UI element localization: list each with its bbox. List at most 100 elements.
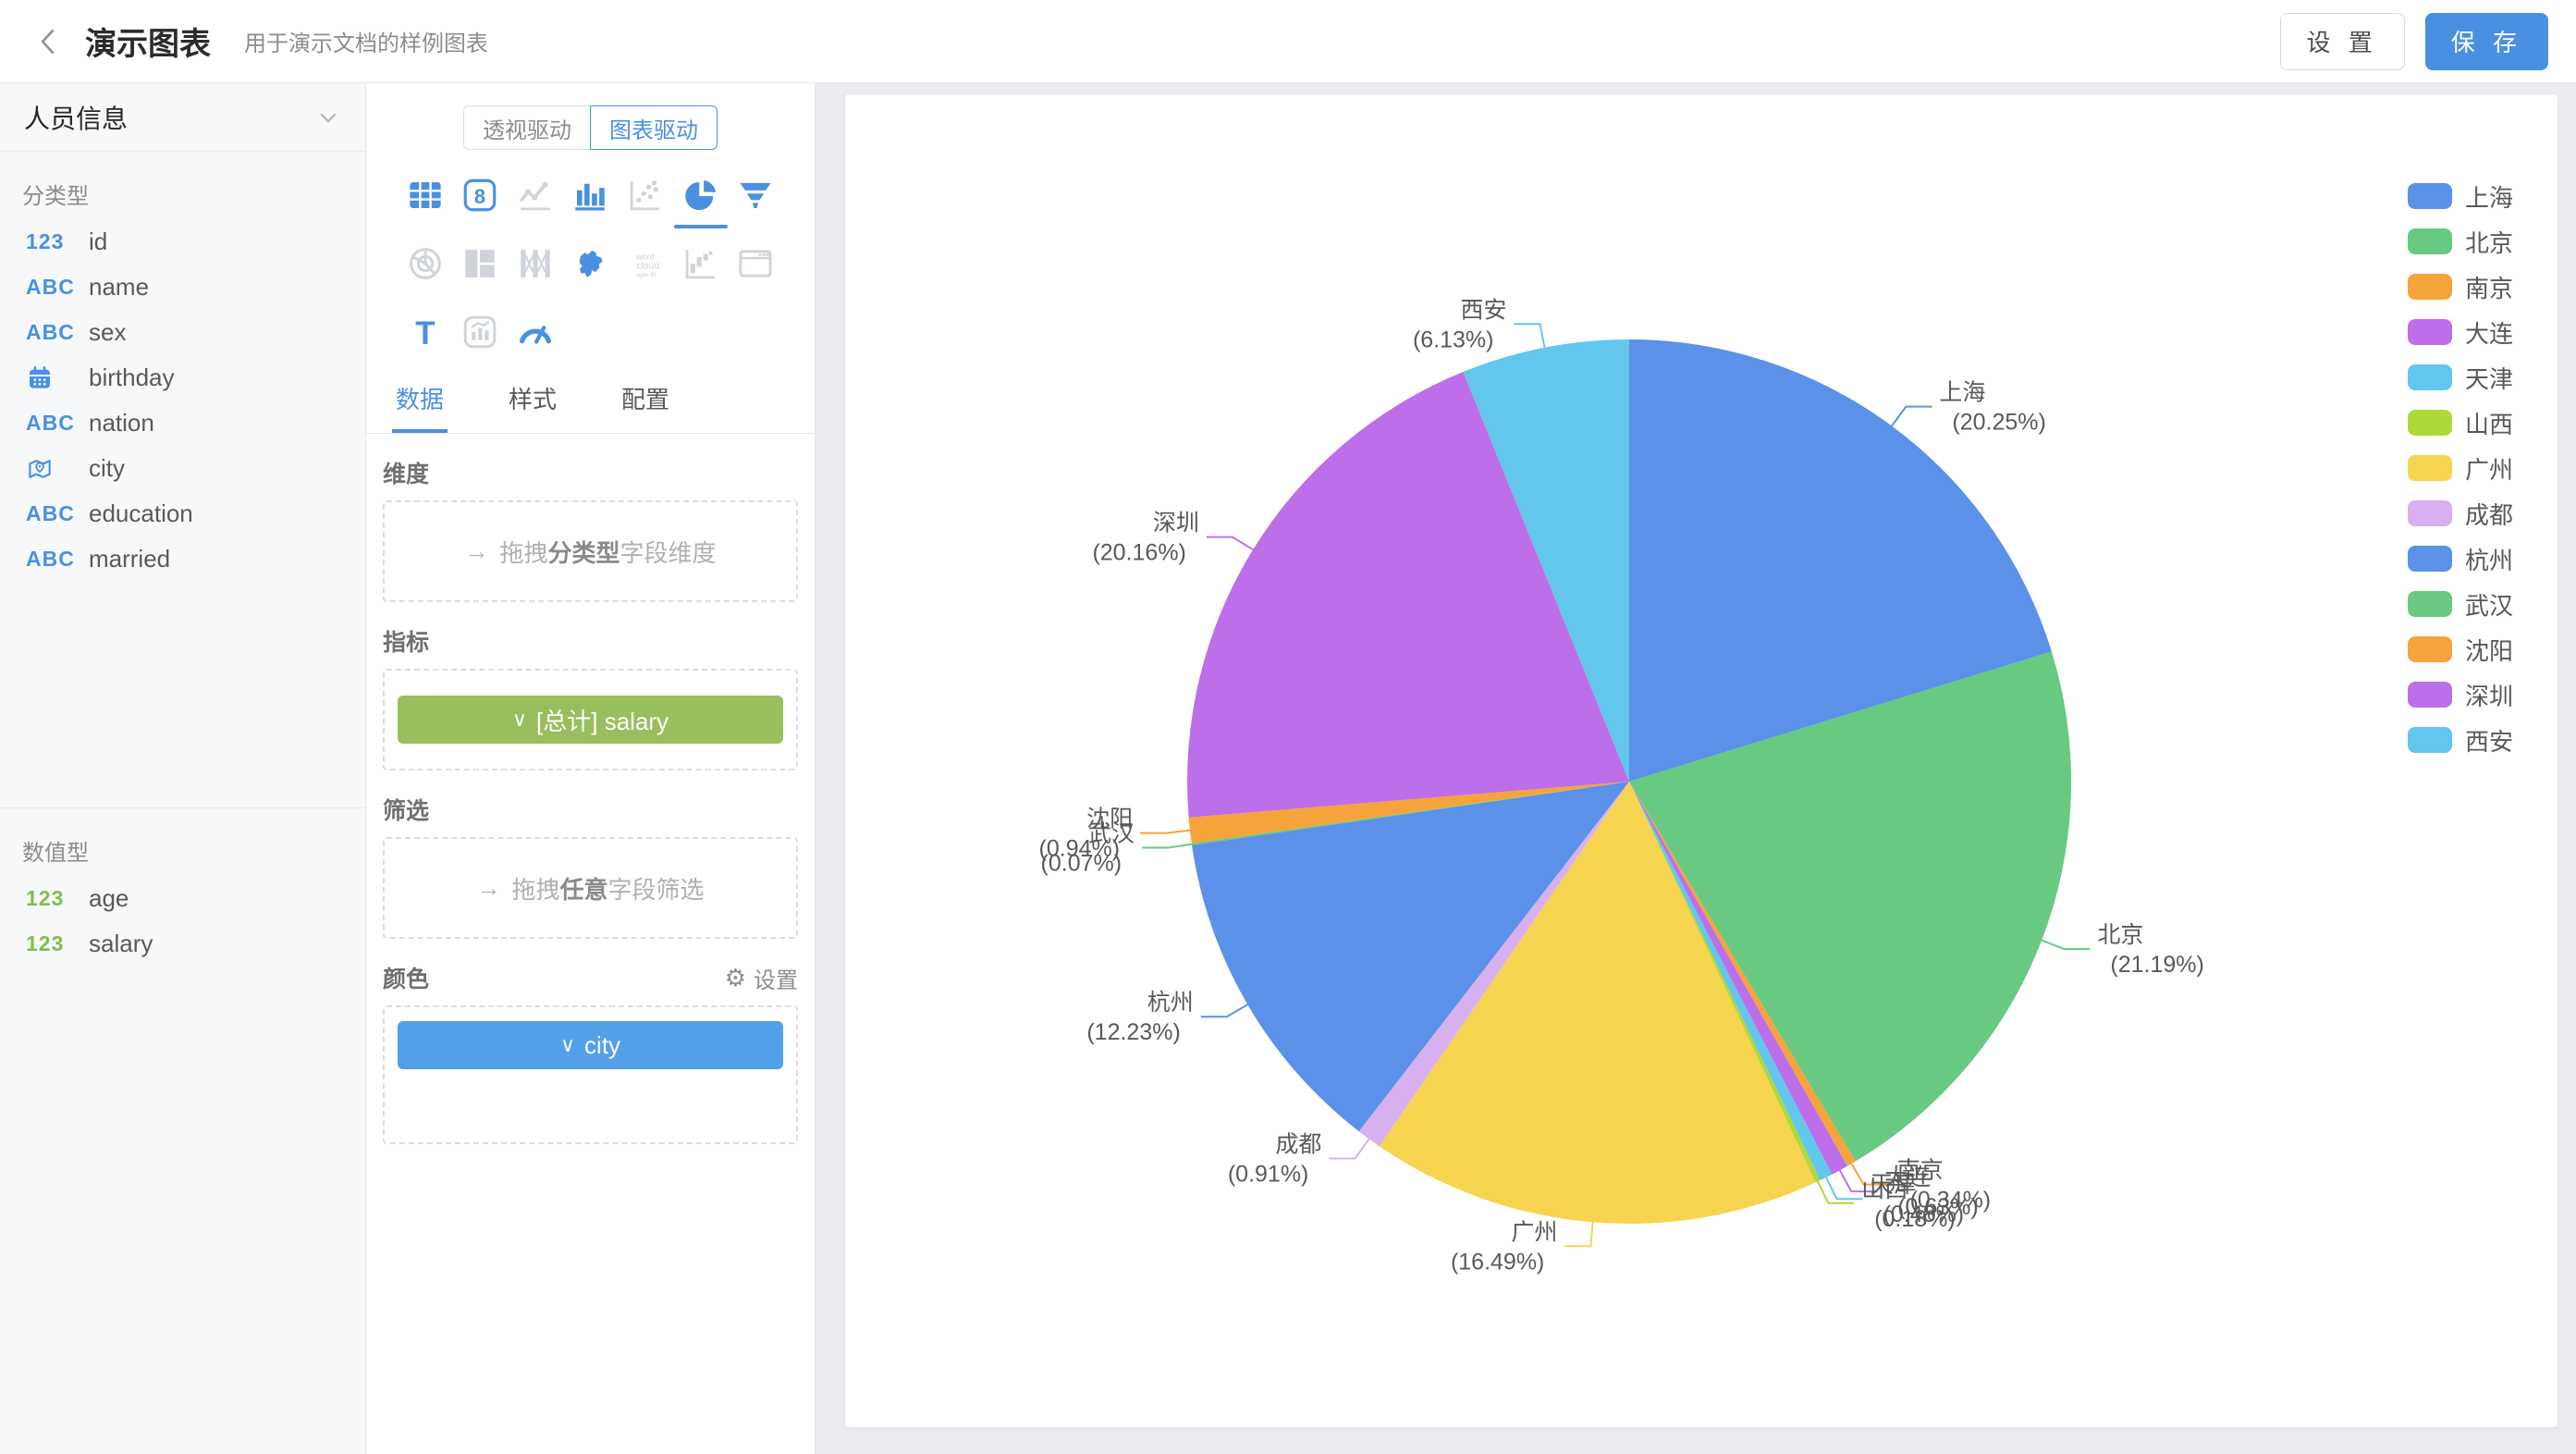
legend-label: 深圳 xyxy=(2465,682,2514,710)
pie-slice-5[interactable] xyxy=(1629,782,1821,1183)
legend-item[interactable]: 沈阳 xyxy=(2408,636,2513,665)
field-nation[interactable]: ABC nation xyxy=(0,400,365,446)
pie-label-percent: (0.48%) xyxy=(1883,1201,1965,1227)
field-education[interactable]: ABC education xyxy=(0,491,365,536)
iframe-chart-icon[interactable] xyxy=(734,242,777,285)
field-label: id xyxy=(89,228,108,255)
pie-slice-4[interactable] xyxy=(1629,782,1833,1181)
legend-swatch xyxy=(2408,727,2452,753)
pie-label-name: 沈阳 xyxy=(1086,807,1133,832)
mode-toggle: 透视驱动 图表驱动 xyxy=(366,83,815,150)
pie-slice-8[interactable] xyxy=(1192,782,1629,1132)
dataset-name: 人员信息 xyxy=(24,104,129,133)
pie-label-name: 大连 xyxy=(1884,1164,1931,1190)
pie-slice-6[interactable] xyxy=(1379,782,1816,1224)
text-type-icon: ABC xyxy=(26,547,75,571)
pie-label-name: 山西 xyxy=(1861,1177,1907,1202)
tab-config[interactable]: 配置 xyxy=(621,386,670,413)
legend-item[interactable]: 武汉 xyxy=(2408,591,2513,620)
field-married[interactable]: ABC married xyxy=(0,536,365,582)
pie-label-percent: (0.91%) xyxy=(1228,1162,1309,1188)
field-label: salary xyxy=(89,930,153,957)
field-birthday[interactable]: birthday xyxy=(0,355,365,400)
field-age[interactable]: 123 age xyxy=(0,876,365,921)
legend-item[interactable]: 成都 xyxy=(2408,500,2513,529)
pie-label-name: 南京 xyxy=(1897,1158,1944,1184)
filter-dropzone[interactable]: → 拖拽任意字段筛选 xyxy=(383,837,798,939)
pie-slice-0[interactable] xyxy=(1629,339,2052,782)
color-label: 颜色 xyxy=(383,967,430,992)
save-button[interactable]: 保 存 xyxy=(2424,12,2548,70)
color-pill-city[interactable]: ∨ city xyxy=(398,1021,783,1069)
pie-slice-12[interactable] xyxy=(1463,339,1629,782)
svg-text:8: 8 xyxy=(474,185,485,208)
gauge-chart-icon[interactable] xyxy=(514,311,557,353)
section-label-numeric: 数值型 xyxy=(22,841,89,866)
settings-button[interactable]: 设 置 xyxy=(2279,12,2405,70)
legend-label: 北京 xyxy=(2465,228,2514,257)
legend-item[interactable]: 深圳 xyxy=(2408,682,2513,710)
pie-slice-3[interactable] xyxy=(1629,782,1847,1175)
pie-label-percent: (20.16%) xyxy=(1092,540,1185,566)
funnel-chart-icon[interactable] xyxy=(734,174,777,216)
legend-label: 山西 xyxy=(2465,410,2514,438)
mode-pivot-driven[interactable]: 透视驱动 xyxy=(463,105,590,150)
field-label: married xyxy=(89,545,171,573)
table-chart-icon[interactable] xyxy=(404,174,447,216)
bar-range-chart-icon[interactable] xyxy=(680,242,722,285)
field-name[interactable]: ABC name xyxy=(0,265,365,310)
legend-item[interactable]: 山西 xyxy=(2408,410,2513,438)
line-chart-icon[interactable] xyxy=(514,174,557,216)
legend-item[interactable]: 天津 xyxy=(2408,364,2513,393)
measure-pill-salary[interactable]: ∨ [总计] salary xyxy=(398,696,783,744)
dataset-sidebar: 人员信息 分类型 123 id ABC name ABC sex birthday ABC na… xyxy=(0,83,366,1454)
pie-label-percent: (12.23%) xyxy=(1086,1019,1180,1045)
legend-label: 广州 xyxy=(2465,455,2514,484)
legend-item[interactable]: 大连 xyxy=(2408,319,2513,348)
back-button[interactable] xyxy=(28,21,68,62)
pie-slice-9[interactable] xyxy=(1191,782,1629,845)
drag-arrow-icon: → xyxy=(476,873,501,902)
legend-swatch xyxy=(2408,410,2452,436)
radar-chart-icon[interactable] xyxy=(404,242,447,285)
china-map-chart-icon[interactable] xyxy=(569,242,611,285)
scatter-chart-icon[interactable] xyxy=(624,174,667,216)
pie-slice-10[interactable] xyxy=(1188,782,1629,844)
legend-item[interactable]: 西安 xyxy=(2408,727,2513,756)
word-cloud-chart-icon[interactable]: word cloud agile BI xyxy=(624,242,667,285)
legend-item[interactable]: 上海 xyxy=(2408,183,2513,212)
color-dropzone[interactable]: ∨ city xyxy=(383,1005,798,1144)
pie-label-percent: (0.07%) xyxy=(1041,851,1122,877)
indicator-chart-icon[interactable]: 8 xyxy=(459,174,501,216)
treemap-chart-icon[interactable] xyxy=(459,242,501,285)
pie-chart-icon[interactable] xyxy=(680,174,722,216)
text-chart-icon[interactable]: T xyxy=(404,311,447,353)
legend-item[interactable]: 杭州 xyxy=(2408,546,2513,574)
chart-mix-chart-icon[interactable] xyxy=(459,311,501,353)
pie-slice-2[interactable] xyxy=(1629,782,1856,1166)
chart-config-panel: 透视驱动 图表驱动 8 word cloud agile BI T 数据 样式 配置 维… xyxy=(366,83,816,1454)
field-sex[interactable]: ABC sex xyxy=(0,310,365,355)
color-settings-link[interactable]: ⚙ 设置 xyxy=(725,962,798,994)
measure-dropzone[interactable]: ∨ [总计] salary xyxy=(383,669,798,770)
dataset-selector[interactable]: 人员信息 xyxy=(0,83,365,152)
fence-chart-icon[interactable] xyxy=(514,242,557,285)
filter-placeholder: 拖拽任意字段筛选 xyxy=(511,875,705,904)
bar-chart-icon[interactable] xyxy=(569,174,611,216)
pie-slice-1[interactable] xyxy=(1629,651,2072,1162)
legend-item[interactable]: 广州 xyxy=(2408,455,2513,484)
field-city[interactable]: city xyxy=(0,446,365,491)
legend-label: 沈阳 xyxy=(2465,636,2514,665)
field-id[interactable]: 123 id xyxy=(0,219,365,265)
field-salary[interactable]: 123 salary xyxy=(0,921,365,967)
mode-chart-driven[interactable]: 图表驱动 xyxy=(590,105,718,150)
tab-style[interactable]: 样式 xyxy=(509,386,558,413)
pie-slice-7[interactable] xyxy=(1358,782,1629,1147)
legend-item[interactable]: 北京 xyxy=(2408,228,2513,257)
legend-item[interactable]: 南京 xyxy=(2408,274,2513,302)
pie-label-percent: (0.94%) xyxy=(1039,836,1121,862)
tab-data[interactable]: 数据 xyxy=(392,381,448,433)
pie-slice-11[interactable] xyxy=(1187,372,1629,818)
chevron-down-icon: ∨ xyxy=(511,708,528,731)
dimension-dropzone[interactable]: → 拖拽分类型字段维度 xyxy=(383,500,798,602)
